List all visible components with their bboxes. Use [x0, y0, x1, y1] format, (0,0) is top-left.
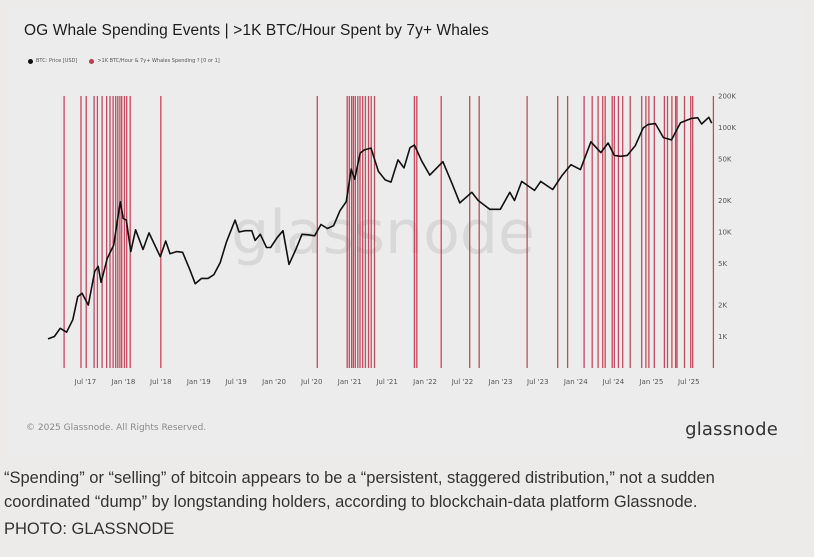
y-tick-label: 10K [718, 229, 732, 237]
x-tick-label: Jul '24 [602, 378, 625, 386]
y-tick-label: 1K [718, 333, 727, 341]
x-tick-label: Jan '23 [488, 378, 513, 386]
y-tick-label: 5K [718, 260, 727, 268]
chart-title: OG Whale Spending Events | >1K BTC/Hour … [24, 22, 489, 39]
legend-label-price: BTC: Price [USD] [36, 58, 78, 64]
x-tick-label: Jul '17 [74, 378, 97, 386]
y-tick-label: 2K [718, 302, 727, 310]
x-tick-label: Jan '22 [412, 378, 437, 386]
chart-card: glassnode 1K 2K 5K 10K 20K 50K 100K 200K Jul '1… [8, 8, 806, 456]
y-tick-label: 200K [718, 93, 736, 101]
legend-item-events: >1K BTC/Hour & 7y+ Whales Spending ? [0 … [89, 58, 220, 64]
photo-credit: PHOTO: GLASSNODE [4, 520, 175, 538]
legend-item-price: BTC: Price [USD] [28, 58, 77, 64]
y-tick-label: 100K [718, 124, 736, 132]
x-tick-label: Jan '19 [186, 378, 211, 386]
legend-dot-events [89, 58, 95, 64]
y-tick-label: 50K [718, 155, 732, 163]
x-tick-label: Jul '19 [224, 378, 247, 386]
x-tick-label: Jul '20 [300, 378, 323, 386]
x-tick-label: Jan '20 [261, 378, 286, 386]
x-tick-label: Jan '25 [638, 378, 663, 386]
x-tick-label: Jul '25 [677, 378, 700, 386]
y-axis: 1K 2K 5K 10K 20K 50K 100K 200K [718, 93, 736, 342]
y-tick-label: 20K [718, 197, 732, 205]
legend: BTC: Price [USD] >1K BTC/Hour & 7y+ Whal… [28, 55, 220, 67]
x-tick-label: Jan '24 [563, 378, 588, 386]
x-tick-label: Jul '21 [375, 378, 398, 386]
x-tick-label: Jul '18 [149, 378, 172, 386]
legend-dot-price [28, 58, 33, 64]
glassnode-logo: glassnode [685, 419, 778, 440]
x-tick-label: Jan '18 [110, 378, 135, 386]
x-tick-label: Jul '22 [451, 378, 474, 386]
x-tick-label: Jan '21 [337, 378, 362, 386]
legend-label-events: >1K BTC/Hour & 7y+ Whales Spending ? [0 … [97, 58, 220, 64]
x-axis: Jul '17 Jan '18 Jul '18 Jan '19 Jul '19 Jan '… [74, 378, 700, 386]
btc-price-line [47, 116, 713, 340]
copyright: © 2025 Glassnode. All Rights Reserved. [26, 423, 207, 433]
photo-caption: “Spending” or “selling” of bitcoin appea… [4, 469, 715, 511]
x-tick-label: Jul '23 [526, 378, 549, 386]
